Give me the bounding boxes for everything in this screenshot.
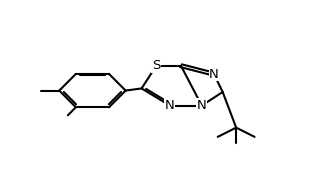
Text: N: N	[165, 99, 175, 112]
Text: N: N	[209, 68, 219, 81]
Text: S: S	[152, 59, 160, 72]
Text: N: N	[197, 99, 207, 112]
